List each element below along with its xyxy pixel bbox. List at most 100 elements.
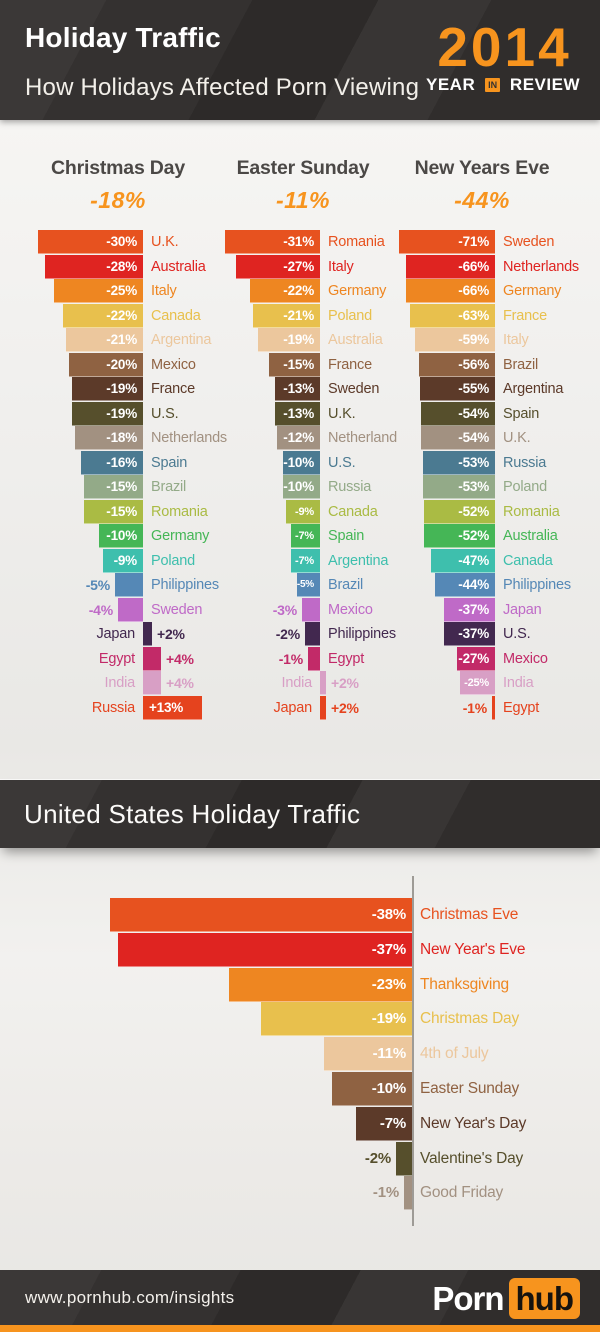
bar-value-label: -37% bbox=[371, 941, 406, 958]
bar-category-label: Poland bbox=[503, 479, 547, 495]
bar-india bbox=[460, 671, 495, 695]
year-in-review-logo: 2014 YEAR IN REVIEW bbox=[426, 16, 580, 95]
bar-good-friday bbox=[404, 1176, 412, 1210]
bar-category-label: Canada bbox=[151, 308, 201, 324]
bar-value-label: -10% bbox=[371, 1080, 406, 1097]
bar-argentina bbox=[66, 328, 143, 352]
bar-category-label: Spain bbox=[503, 406, 540, 422]
bar-value-label: -5% bbox=[85, 577, 110, 593]
bar-value-label: -2% bbox=[364, 1150, 391, 1167]
bar-value-label: -15% bbox=[106, 479, 137, 494]
footer-orange-strip bbox=[0, 1325, 600, 1332]
header: Holiday Traffic How Holidays Affected Po… bbox=[0, 0, 600, 120]
bar-value-label: -2% bbox=[275, 626, 300, 642]
bar-india bbox=[320, 671, 326, 695]
bar-japan bbox=[320, 696, 326, 720]
us-section-header: United States Holiday Traffic bbox=[0, 780, 600, 848]
logo-year: 2014 bbox=[437, 16, 572, 78]
column-overall-change: -11% bbox=[276, 187, 330, 213]
bar-category-label: Brazil bbox=[151, 479, 187, 495]
bar-romania bbox=[424, 500, 495, 524]
pornhub-logo: Porn hub bbox=[432, 1278, 580, 1319]
bar-category-label: Japan bbox=[96, 626, 135, 642]
bar-valentine-s-day bbox=[396, 1142, 412, 1176]
bar-value-label: -23% bbox=[371, 976, 406, 993]
bar-category-label: Egypt bbox=[328, 651, 365, 667]
bar-france bbox=[72, 377, 143, 401]
bar-category-label: Easter Sunday bbox=[420, 1080, 520, 1097]
bar-category-label: Thanksgiving bbox=[420, 976, 509, 993]
bar-value-label: -1% bbox=[462, 700, 487, 716]
bar-value-label: -10% bbox=[106, 528, 137, 543]
bar-value-label: -12% bbox=[283, 430, 314, 445]
column-title: Easter Sunday bbox=[236, 157, 370, 179]
bar-value-label: -54% bbox=[458, 430, 489, 445]
bar-value-label: -30% bbox=[106, 234, 137, 249]
bar-christmas-eve bbox=[110, 898, 412, 932]
bar-category-label: Spain bbox=[151, 455, 188, 471]
bar-value-label: -16% bbox=[106, 455, 137, 470]
bar-category-label: Russia bbox=[328, 479, 372, 495]
bar-category-label: Argentina bbox=[151, 332, 212, 348]
bar-value-label: -63% bbox=[458, 308, 489, 323]
bar-category-label: Mexico bbox=[151, 357, 196, 373]
bar-value-label: +4% bbox=[166, 651, 194, 667]
bar-netherland bbox=[277, 426, 320, 450]
footer: www.pornhub.com/insights Porn hub bbox=[0, 1270, 600, 1332]
bar-value-label: -1% bbox=[372, 1184, 399, 1201]
bar-egypt bbox=[308, 647, 320, 671]
bar-category-label: Germany bbox=[328, 283, 387, 299]
bar-egypt bbox=[492, 696, 495, 720]
bar-value-label: -20% bbox=[106, 357, 137, 372]
bar-category-label: Australia bbox=[151, 259, 206, 275]
bar-value-label: -37% bbox=[458, 602, 489, 617]
pornhub-logo-porn: Porn bbox=[432, 1279, 504, 1317]
bar-value-label: -37% bbox=[458, 626, 489, 641]
bar-category-label: India bbox=[281, 675, 313, 691]
bar-russia bbox=[283, 475, 320, 499]
column-header-new-years-eve: New Years Eve -44% bbox=[372, 157, 592, 214]
bar-category-label: Romania bbox=[503, 504, 560, 520]
bar-category-label: Mexico bbox=[328, 602, 373, 618]
bar-u-k- bbox=[275, 402, 320, 426]
bar-netherlands bbox=[75, 426, 143, 450]
bar-value-label: -1% bbox=[278, 651, 303, 667]
bar-france bbox=[410, 304, 495, 328]
bar-poland bbox=[423, 475, 495, 499]
bar-category-label: Philippines bbox=[151, 577, 219, 593]
bar-u-s- bbox=[72, 402, 143, 426]
bar-value-label: -19% bbox=[106, 381, 137, 396]
bar-value-label: -55% bbox=[458, 381, 489, 396]
bar-category-label: Philippines bbox=[328, 626, 396, 642]
bar-value-label: -19% bbox=[371, 1010, 406, 1027]
bar-value-label: -7% bbox=[295, 530, 314, 542]
bar-category-label: Poland bbox=[151, 553, 195, 569]
bar-christmas-day bbox=[261, 1002, 412, 1036]
bar-category-label: India bbox=[104, 675, 136, 691]
bar-value-label: -21% bbox=[283, 308, 314, 323]
bar-category-label: New Year's Day bbox=[420, 1115, 527, 1132]
bar-philippines bbox=[435, 573, 495, 597]
bar-brazil bbox=[297, 573, 320, 597]
bar-category-label: Russia bbox=[503, 455, 547, 471]
bar-new-year-s-eve bbox=[118, 933, 412, 967]
bar-category-label: Canada bbox=[328, 504, 378, 520]
bar-japan bbox=[143, 622, 152, 646]
bar-value-label: -13% bbox=[283, 381, 314, 396]
bar-u-k- bbox=[38, 230, 143, 254]
bar-u-s- bbox=[444, 622, 495, 646]
us-chart-axis-line bbox=[412, 876, 414, 1226]
bar-value-label: +13% bbox=[149, 700, 184, 715]
bar-category-label: Italy bbox=[503, 332, 529, 348]
bar-category-label: Poland bbox=[328, 308, 372, 324]
column-overall-change: -44% bbox=[454, 187, 510, 213]
bar-category-label: Sweden bbox=[151, 602, 203, 618]
bar-category-label: Spain bbox=[328, 528, 365, 544]
bar-easter-sunday bbox=[332, 1072, 412, 1106]
bar-italy bbox=[236, 255, 320, 279]
bar-value-label: -19% bbox=[106, 406, 137, 421]
bar-category-label: U.S. bbox=[328, 455, 356, 471]
bar-spain bbox=[421, 402, 495, 426]
bar-brazil bbox=[419, 353, 495, 377]
